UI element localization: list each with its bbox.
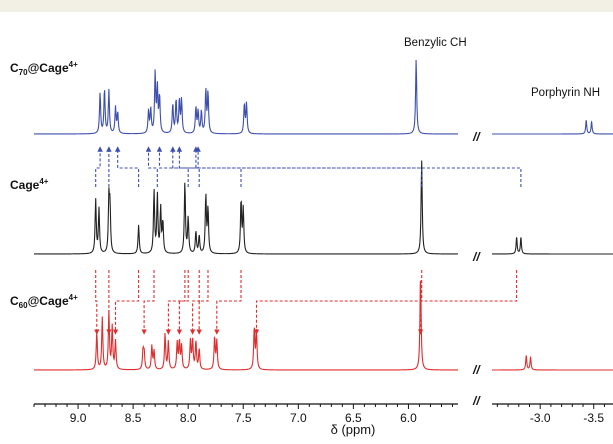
x-tick-label: -3.5: [583, 411, 604, 425]
connector-c70-6: [176, 146, 242, 187]
axis-break-mark-c70: //: [472, 130, 481, 144]
x-tick-label: 7.0: [290, 411, 307, 425]
peak-correlation-connectors: [94, 146, 522, 335]
series-label-c70-cage: C70@Cage4+: [10, 60, 78, 77]
spectrum-series-0: [34, 60, 613, 135]
spectrum-trace-right: [492, 120, 613, 135]
axis-break-mark-x: //: [472, 394, 481, 408]
x-tick-label: 6.5: [345, 411, 362, 425]
connector-c60-2: [112, 270, 140, 335]
connector-c70-2: [114, 146, 140, 187]
connector-c60-10: [417, 270, 518, 335]
x-tick-label: 7.5: [235, 411, 252, 425]
spectrum-trace-left: [34, 60, 458, 135]
series-label-c60-cage: C60@Cage4+: [10, 293, 78, 310]
connector-c60-4: [165, 270, 186, 335]
connector-c60-6: [189, 270, 200, 335]
x-tick-label: 8.5: [125, 411, 142, 425]
x-tick-label: 8.0: [180, 411, 197, 425]
x-tick-label: 9.0: [70, 411, 87, 425]
spectrum-trace-left: [34, 280, 459, 371]
annotation-porphyrin-nh: Porphyrin NH: [531, 87, 600, 99]
connector-c60-5: [176, 270, 189, 335]
x-tick-label: 6.0: [400, 411, 417, 425]
connector-c70-3: [145, 146, 158, 187]
spectra-layer: [34, 60, 613, 371]
x-axis: 9.0 8.5 8.0 7.5 7.0 6.5 6.0 -3.0 -3.5: [33, 403, 613, 425]
axis-break-mark-c60: //: [472, 363, 481, 377]
nmr-spectra-chart: C70@Cage4+ Cage4+ C60@Cage4+ Benzylic CH…: [10, 37, 613, 437]
spectrum-series-2: [34, 280, 613, 371]
axis-break-mark-cage: //: [472, 250, 481, 264]
connector-c70-0: [95, 146, 103, 187]
spectrum-series-1: [34, 160, 613, 255]
connector-c60-3: [141, 270, 155, 335]
spectrum-trace-right: [492, 237, 613, 255]
connector-c60-0: [94, 270, 100, 335]
connector-c70-8: [195, 146, 522, 187]
x-axis-label: δ (ppm): [331, 422, 376, 437]
spectrum-trace-left: [34, 160, 458, 255]
connector-c60-8: [214, 270, 242, 335]
top-banner-strip: [0, 0, 613, 12]
connector-c70-4: [156, 146, 189, 187]
series-label-cage: Cage4+: [10, 177, 49, 192]
connector-c70-5: [170, 146, 200, 187]
connector-c60-7: [196, 270, 209, 335]
x-tick-label: -3.0: [530, 411, 551, 425]
spectrum-trace-right: [492, 355, 613, 371]
connector-c60-9: [253, 270, 423, 335]
annotation-benzylic-ch: Benzylic CH: [404, 37, 467, 49]
